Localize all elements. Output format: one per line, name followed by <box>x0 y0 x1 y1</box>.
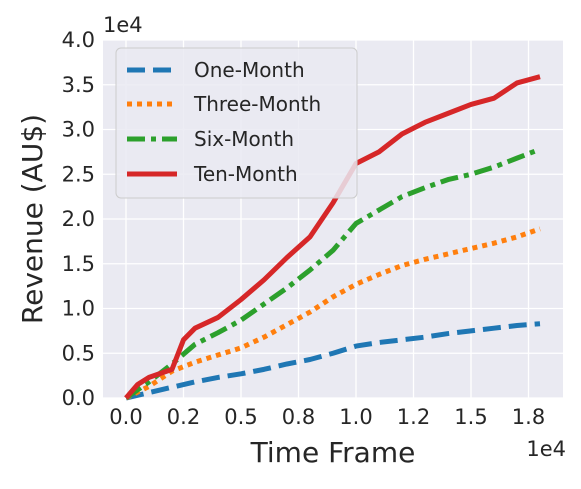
y-offset-text: 1e4 <box>103 13 143 37</box>
tick-labels: 0.0 0.5 1.0 1.5 2.0 2.5 3.0 3.5 4.0 0.0 0.2 0.5 0.8 1… <box>62 28 546 429</box>
series-line-ten-month <box>124 74 541 400</box>
legend: One-Month Three-Month Six-Month Ten-Mont… <box>115 47 358 199</box>
y-tick-label: 2.0 <box>62 207 95 231</box>
y-tick-label: 2.5 <box>62 162 95 186</box>
series-line-one-month <box>125 321 541 401</box>
legend-label-one-month: One-Month <box>194 58 305 82</box>
legend-label-three-month: Three-Month <box>193 92 321 116</box>
y-tick-label: 4.0 <box>62 28 95 52</box>
x-offset-text: 1e4 <box>526 437 566 461</box>
x-tick-label: 1.5 <box>454 405 487 429</box>
legend-box <box>115 47 358 199</box>
series-line-three-month <box>124 226 541 401</box>
x-tick-label: 1.8 <box>512 405 545 429</box>
x-tick-label: 1.2 <box>397 405 430 429</box>
x-tick-label: 1.0 <box>339 405 372 429</box>
series-line-six-month <box>124 148 537 401</box>
x-tick-label: 0.0 <box>109 405 142 429</box>
legend-label-six-month: Six-Month <box>194 127 294 151</box>
x-tick-label: 0.8 <box>282 405 315 429</box>
x-tick-label: 0.2 <box>167 405 200 429</box>
y-tick-label: 1.0 <box>62 297 95 321</box>
x-tick-label: 0.5 <box>224 405 257 429</box>
y-tick-label: 3.0 <box>62 118 95 142</box>
y-tick-label: 3.5 <box>62 73 95 97</box>
y-tick-label: 0.0 <box>62 386 95 410</box>
y-axis-title: Revenue (AU$) <box>16 114 49 324</box>
series-lines <box>124 74 541 401</box>
legend-label-ten-month: Ten-Month <box>193 162 298 186</box>
x-axis-title: Time Frame <box>250 436 416 469</box>
y-tick-label: 1.5 <box>62 252 95 276</box>
y-tick-label: 0.5 <box>62 341 95 365</box>
